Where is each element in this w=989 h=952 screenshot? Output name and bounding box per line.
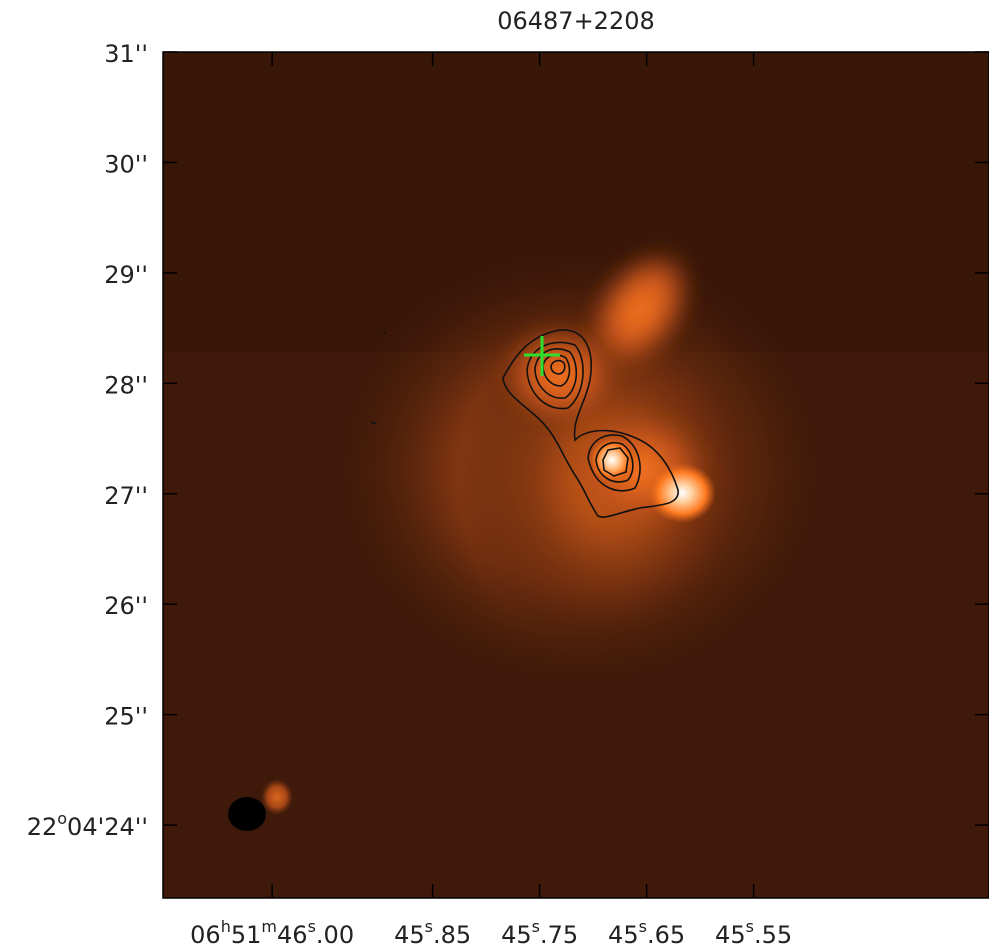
y-tick-label: 27'' bbox=[104, 482, 148, 510]
x-tick-label: 45s.85 bbox=[394, 917, 471, 950]
y-tick-label: 26'' bbox=[104, 592, 148, 620]
x-tick-label: 06h51m46s.00 bbox=[190, 917, 354, 950]
y-tick-label: 28'' bbox=[104, 371, 148, 399]
plot-frame bbox=[162, 51, 989, 899]
marker bbox=[524, 336, 560, 376]
y-tick-label: 29'' bbox=[104, 261, 148, 289]
y-tick-label: 30'' bbox=[104, 150, 148, 178]
x-tick-label: 45s.65 bbox=[608, 917, 685, 950]
x-tick-label: 45s.75 bbox=[501, 917, 578, 950]
chart-title: 06487+2208 bbox=[497, 7, 655, 35]
y-tick-label: 31'' bbox=[104, 40, 148, 68]
x-tick-label: 45s.55 bbox=[715, 917, 792, 950]
image bbox=[163, 52, 989, 898]
y-tick-label: 22o04'24'' bbox=[27, 809, 148, 842]
y-tick-label: 25'' bbox=[104, 703, 148, 731]
